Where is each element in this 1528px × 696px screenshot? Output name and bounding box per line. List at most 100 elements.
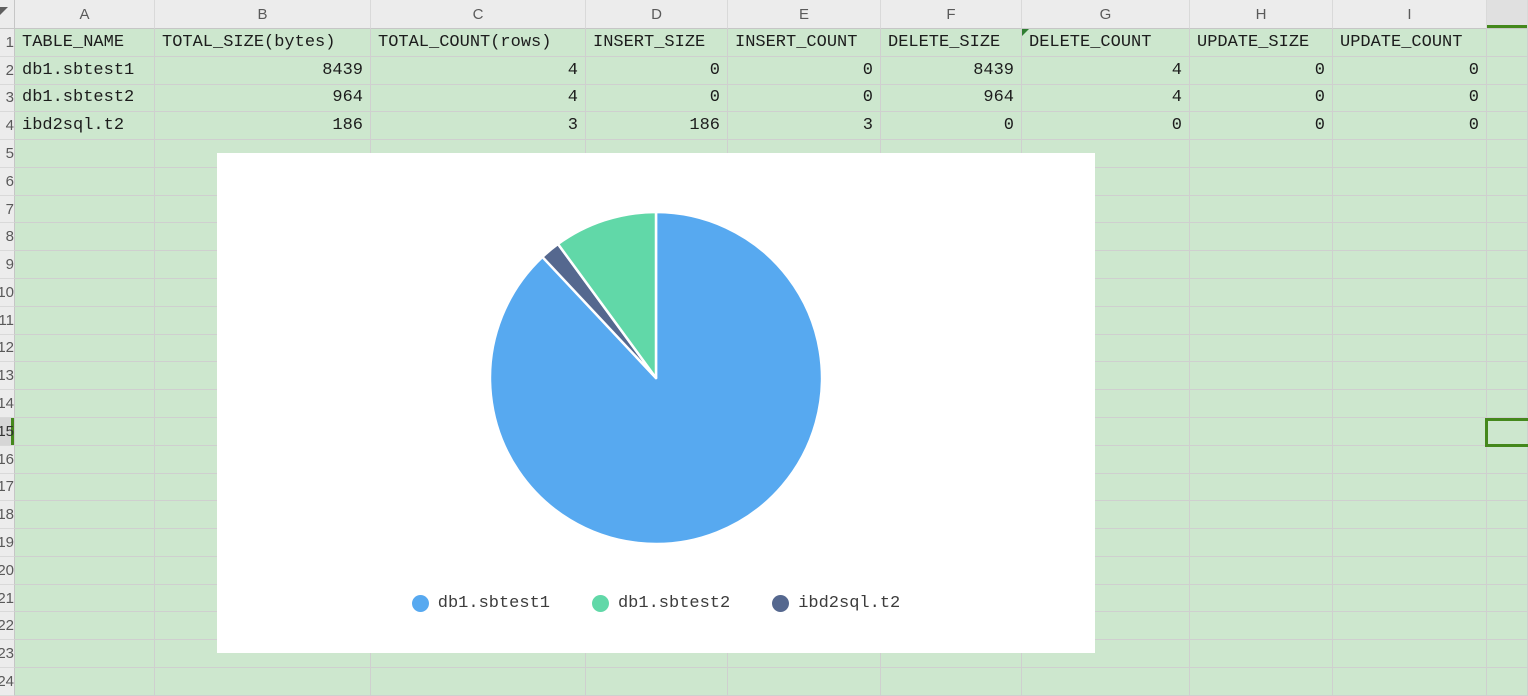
row-header-8[interactable]: 8 xyxy=(0,223,15,252)
column-header-B[interactable]: B xyxy=(155,0,371,29)
row-header-15[interactable]: 15 xyxy=(0,417,15,446)
row-header-2[interactable]: 2 xyxy=(0,56,15,85)
cell-B2[interactable]: 8439 xyxy=(155,56,371,85)
cell-A1[interactable]: TABLE_NAME xyxy=(15,29,155,57)
cell-H5[interactable] xyxy=(1190,140,1333,168)
legend-item-db1.sbtest1[interactable]: db1.sbtest1 xyxy=(411,594,550,613)
cell-B1[interactable]: TOTAL_SIZE(bytes) xyxy=(155,29,371,57)
cell-A4[interactable]: ibd2sql.t2 xyxy=(15,112,155,141)
row-header-9[interactable]: 9 xyxy=(0,251,15,280)
cell-E2[interactable]: 0 xyxy=(728,56,881,85)
cell-F3[interactable]: 964 xyxy=(881,84,1022,113)
cell-A12[interactable] xyxy=(15,334,155,363)
cell-A10[interactable] xyxy=(15,279,155,307)
cell-I9[interactable] xyxy=(1333,251,1487,280)
cell-I7[interactable] xyxy=(1333,195,1487,224)
embedded-pie-chart[interactable]: db1.sbtest1 db1.sbtest2 ibd2sql.t2 xyxy=(217,153,1095,653)
row-header-1[interactable]: 1 xyxy=(0,29,15,57)
column-header-C[interactable]: C xyxy=(371,0,586,29)
cell-I1[interactable]: UPDATE_COUNT xyxy=(1333,29,1487,57)
cell-A20[interactable] xyxy=(15,556,155,585)
cell-J7[interactable] xyxy=(1487,195,1528,224)
cell-J9[interactable] xyxy=(1487,251,1528,280)
column-header-F[interactable]: F xyxy=(881,0,1022,29)
row-header-3[interactable]: 3 xyxy=(0,84,15,113)
column-header-A[interactable]: A xyxy=(15,0,155,29)
cell-A5[interactable] xyxy=(15,140,155,168)
cell-H24[interactable] xyxy=(1190,667,1333,696)
cell-J4[interactable] xyxy=(1487,112,1528,141)
cell-J1[interactable] xyxy=(1487,29,1528,57)
cell-J5[interactable] xyxy=(1487,140,1528,168)
cell-J21[interactable] xyxy=(1487,584,1528,613)
cell-J6[interactable] xyxy=(1487,167,1528,196)
cell-F2[interactable]: 8439 xyxy=(881,56,1022,85)
cell-H17[interactable] xyxy=(1190,473,1333,502)
cell-D24[interactable] xyxy=(586,667,728,696)
column-header-D[interactable]: D xyxy=(586,0,728,29)
cell-G3[interactable]: 4 xyxy=(1022,84,1190,113)
cell-H13[interactable] xyxy=(1190,362,1333,391)
cell-C24[interactable] xyxy=(371,667,586,696)
cell-F1[interactable]: DELETE_SIZE xyxy=(881,29,1022,57)
cell-A18[interactable] xyxy=(15,501,155,530)
cell-J3[interactable] xyxy=(1487,84,1528,113)
column-header-G[interactable]: G xyxy=(1022,0,1190,29)
cell-H9[interactable] xyxy=(1190,251,1333,280)
cell-A11[interactable] xyxy=(15,306,155,335)
cell-I16[interactable] xyxy=(1333,445,1487,474)
cell-I2[interactable]: 0 xyxy=(1333,56,1487,85)
row-header-13[interactable]: 13 xyxy=(0,362,15,391)
row-header-21[interactable]: 21 xyxy=(0,584,15,613)
cell-G24[interactable] xyxy=(1022,667,1190,696)
cell-H1[interactable]: UPDATE_SIZE xyxy=(1190,29,1333,57)
row-header-18[interactable]: 18 xyxy=(0,501,15,530)
cell-J20[interactable] xyxy=(1487,556,1528,585)
cell-A2[interactable]: db1.sbtest1 xyxy=(15,56,155,85)
row-header-14[interactable]: 14 xyxy=(0,390,15,418)
cell-I15[interactable] xyxy=(1333,417,1487,446)
row-header-5[interactable]: 5 xyxy=(0,140,15,168)
cell-A21[interactable] xyxy=(15,584,155,613)
row-header-11[interactable]: 11 xyxy=(0,306,15,335)
cell-G2[interactable]: 4 xyxy=(1022,56,1190,85)
cell-H23[interactable] xyxy=(1190,640,1333,668)
cell-I3[interactable]: 0 xyxy=(1333,84,1487,113)
cell-I20[interactable] xyxy=(1333,556,1487,585)
cell-H14[interactable] xyxy=(1190,390,1333,418)
cell-A8[interactable] xyxy=(15,223,155,252)
column-header-E[interactable]: E xyxy=(728,0,881,29)
cell-A6[interactable] xyxy=(15,167,155,196)
cell-I4[interactable]: 0 xyxy=(1333,112,1487,141)
cell-J23[interactable] xyxy=(1487,640,1528,668)
cell-J16[interactable] xyxy=(1487,445,1528,474)
cell-J8[interactable] xyxy=(1487,223,1528,252)
cell-A13[interactable] xyxy=(15,362,155,391)
cell-H16[interactable] xyxy=(1190,445,1333,474)
cell-D2[interactable]: 0 xyxy=(586,56,728,85)
cell-A16[interactable] xyxy=(15,445,155,474)
cell-B3[interactable]: 964 xyxy=(155,84,371,113)
row-header-23[interactable]: 23 xyxy=(0,640,15,668)
cell-A14[interactable] xyxy=(15,390,155,418)
cell-J22[interactable] xyxy=(1487,612,1528,641)
cell-J2[interactable] xyxy=(1487,56,1528,85)
cell-B4[interactable]: 186 xyxy=(155,112,371,141)
cell-H4[interactable]: 0 xyxy=(1190,112,1333,141)
cell-I8[interactable] xyxy=(1333,223,1487,252)
cell-B24[interactable] xyxy=(155,667,371,696)
cell-C2[interactable]: 4 xyxy=(371,56,586,85)
cell-E24[interactable] xyxy=(728,667,881,696)
cell-J24[interactable] xyxy=(1487,667,1528,696)
selected-cell-outline[interactable] xyxy=(1485,418,1528,447)
cell-A9[interactable] xyxy=(15,251,155,280)
column-header-I[interactable]: I xyxy=(1333,0,1487,29)
cell-H6[interactable] xyxy=(1190,167,1333,196)
legend-item-db1.sbtest2[interactable]: db1.sbtest2 xyxy=(591,594,730,613)
cell-J12[interactable] xyxy=(1487,334,1528,363)
cell-A7[interactable] xyxy=(15,195,155,224)
cell-I19[interactable] xyxy=(1333,529,1487,557)
row-header-7[interactable]: 7 xyxy=(0,195,15,224)
cell-I17[interactable] xyxy=(1333,473,1487,502)
cell-H8[interactable] xyxy=(1190,223,1333,252)
